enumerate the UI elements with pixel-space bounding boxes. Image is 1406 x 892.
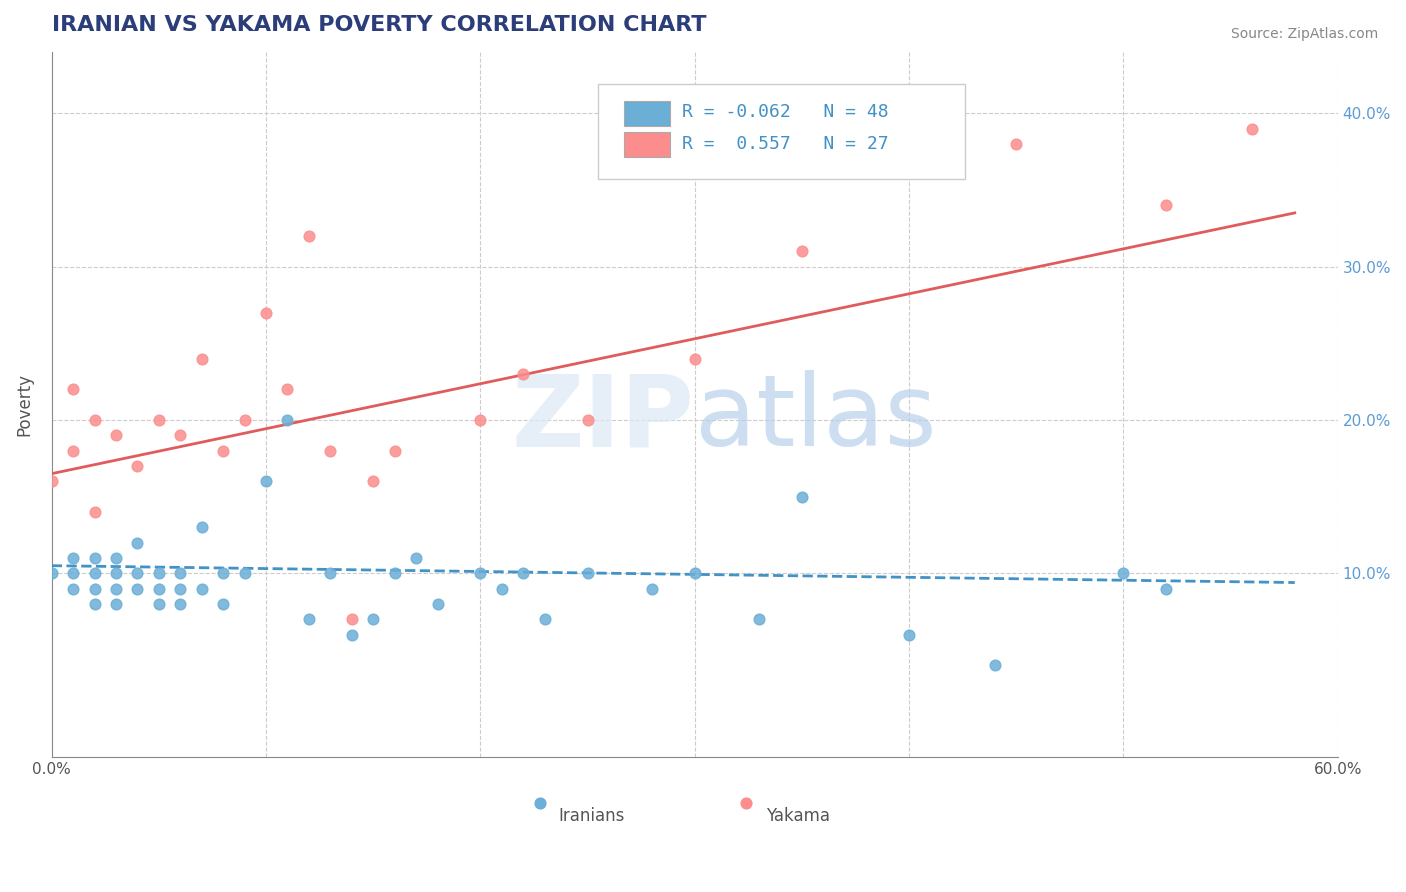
Point xyxy=(361,475,384,489)
Point xyxy=(191,582,214,596)
Point xyxy=(340,612,363,626)
Point xyxy=(62,551,84,566)
Point xyxy=(1240,121,1263,136)
Point xyxy=(1198,819,1220,833)
Point xyxy=(105,597,128,611)
Point xyxy=(340,628,363,642)
Point xyxy=(148,413,170,427)
Point xyxy=(212,597,235,611)
FancyBboxPatch shape xyxy=(624,131,671,157)
Y-axis label: Poverty: Poverty xyxy=(15,373,32,436)
Text: atlas: atlas xyxy=(695,370,936,467)
Text: R =  0.557   N = 27: R = 0.557 N = 27 xyxy=(682,135,889,153)
FancyBboxPatch shape xyxy=(624,101,671,126)
Point xyxy=(212,443,235,458)
Point xyxy=(105,428,128,442)
Point xyxy=(169,597,191,611)
Point xyxy=(384,443,406,458)
Text: Iranians: Iranians xyxy=(558,806,626,825)
Point xyxy=(191,520,214,534)
Text: R = -0.062   N = 48: R = -0.062 N = 48 xyxy=(682,103,889,120)
Point xyxy=(62,566,84,581)
Point xyxy=(361,612,384,626)
Point xyxy=(105,582,128,596)
Point xyxy=(319,443,342,458)
Point xyxy=(83,597,105,611)
Point xyxy=(62,582,84,596)
Point xyxy=(127,458,149,473)
Point xyxy=(491,582,513,596)
Point xyxy=(641,582,664,596)
Point xyxy=(533,612,555,626)
Point xyxy=(1112,566,1135,581)
Text: Source: ZipAtlas.com: Source: ZipAtlas.com xyxy=(1230,27,1378,41)
Point xyxy=(790,490,813,504)
Point xyxy=(127,566,149,581)
Point xyxy=(62,443,84,458)
Point xyxy=(254,305,277,319)
Point xyxy=(83,505,105,519)
Point xyxy=(470,413,492,427)
Point xyxy=(298,228,321,243)
Point xyxy=(148,566,170,581)
Point xyxy=(983,658,1005,673)
Point xyxy=(83,566,105,581)
Point xyxy=(683,566,706,581)
Point xyxy=(855,819,877,833)
Point xyxy=(83,413,105,427)
Text: IRANIAN VS YAKAMA POVERTY CORRELATION CHART: IRANIAN VS YAKAMA POVERTY CORRELATION CH… xyxy=(52,15,706,35)
Point xyxy=(405,551,427,566)
Point xyxy=(169,428,191,442)
Point xyxy=(512,566,534,581)
Point xyxy=(790,244,813,259)
Point xyxy=(83,582,105,596)
Point xyxy=(233,566,256,581)
Point xyxy=(276,382,298,396)
Text: ZIP: ZIP xyxy=(512,370,695,467)
Point xyxy=(898,628,921,642)
Point xyxy=(1154,198,1177,212)
Point xyxy=(470,566,492,581)
Point xyxy=(191,351,214,366)
Point xyxy=(384,566,406,581)
Point xyxy=(576,566,599,581)
FancyBboxPatch shape xyxy=(598,84,965,178)
Point xyxy=(148,597,170,611)
Point xyxy=(233,413,256,427)
Point xyxy=(426,597,449,611)
Point xyxy=(319,566,342,581)
Point xyxy=(683,351,706,366)
Point xyxy=(512,367,534,381)
Point xyxy=(1154,582,1177,596)
Point xyxy=(62,382,84,396)
Point xyxy=(83,551,105,566)
Point xyxy=(105,551,128,566)
Point xyxy=(169,566,191,581)
Point xyxy=(298,612,321,626)
Point xyxy=(276,413,298,427)
Point xyxy=(41,566,63,581)
Point xyxy=(212,566,235,581)
Point xyxy=(576,413,599,427)
Text: Yakama: Yakama xyxy=(765,806,830,825)
Point xyxy=(105,566,128,581)
Point xyxy=(127,582,149,596)
Point xyxy=(148,582,170,596)
Point xyxy=(254,475,277,489)
Point xyxy=(1005,136,1028,151)
Point xyxy=(169,582,191,596)
Point xyxy=(41,475,63,489)
Point xyxy=(127,535,149,549)
Point xyxy=(748,612,770,626)
